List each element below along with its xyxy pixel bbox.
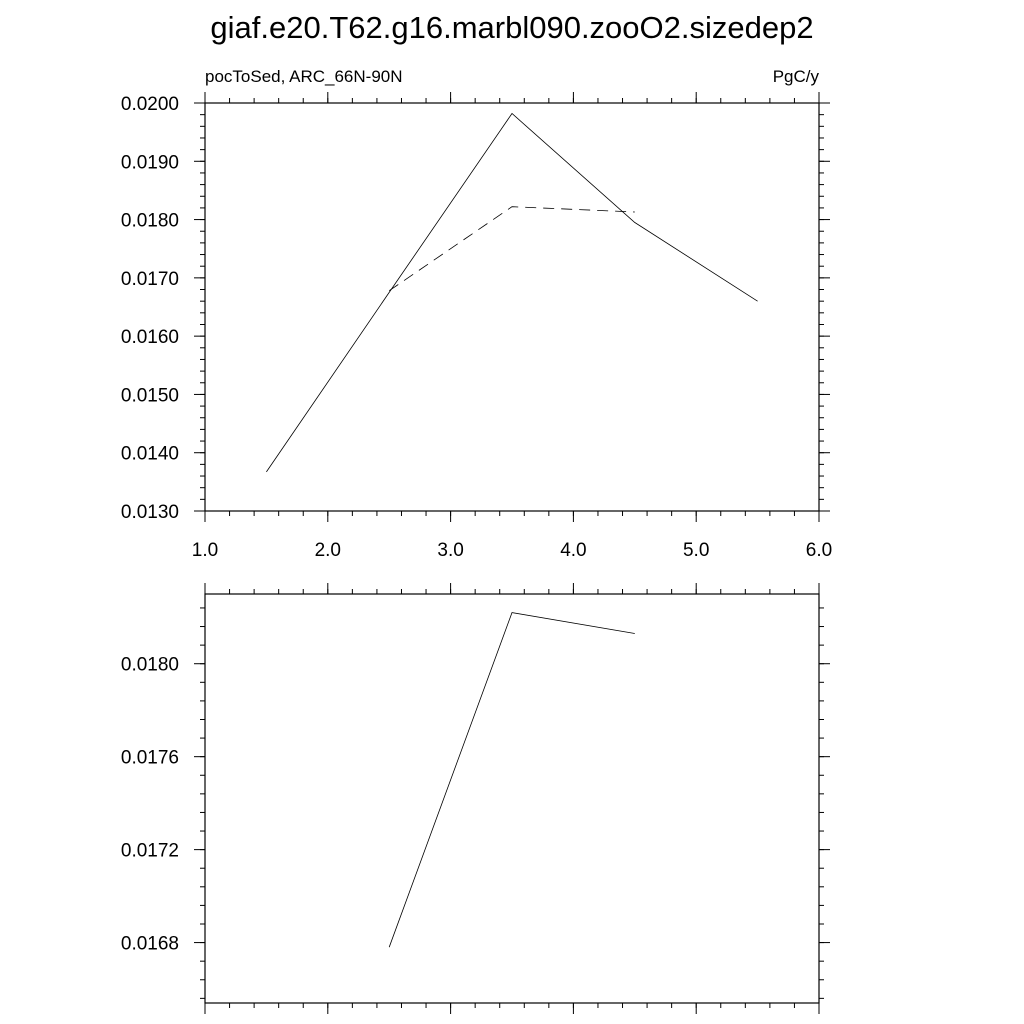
- panel-2-y-tick-label: 0.0172: [121, 841, 179, 862]
- panel-1-x-tick-label: 1.0: [192, 540, 218, 561]
- panel-1-x-tick-label: 2.0: [315, 540, 341, 561]
- panel-1-units-label: PgC/y: [773, 67, 820, 86]
- panel-1-series-2-dashed-line: [388, 206, 635, 292]
- panel-1-y-tick-label: 0.0130: [121, 502, 179, 523]
- panel-2: 0.0168 0.0172 0.0176 0.0180: [121, 583, 830, 1014]
- panel-1: 1.0 2.0 3.0 4.0 5.0 6.0 0.0130 0.0140 0.0150 0.01…: [121, 92, 832, 561]
- panel-2-series-1-solid-line: [388, 612, 635, 948]
- panel-1-y-tick-label: 0.0160: [121, 327, 179, 348]
- panel-1-x-tick-label: 5.0: [683, 540, 709, 561]
- panel-1-x-tick-label: 4.0: [560, 540, 586, 561]
- panel-1-x-tick-label: 3.0: [437, 540, 463, 561]
- panel-1-variable-label: pocToSed, ARC_66N-90N: [205, 67, 403, 86]
- panel-1-y-tick-label: 0.0150: [121, 385, 179, 406]
- figure-title: giaf.e20.T62.g16.marbl090.zooO2.sizedep2: [210, 10, 813, 45]
- panel-2-y-tick-label: 0.0168: [121, 934, 179, 955]
- panel-2-y-tick-label: 0.0180: [121, 655, 179, 676]
- panel-1-y-tick-label: 0.0200: [121, 94, 179, 115]
- panel-2-plot-frame: [204, 593, 820, 1004]
- panel-1-y-tick-label: 0.0180: [121, 211, 179, 232]
- panel-1-y-tick-label: 0.0190: [121, 152, 179, 173]
- panel-1-series-1-solid-line: [266, 112, 758, 473]
- panel-2-y-tick-label: 0.0176: [121, 748, 179, 769]
- panel-1-plot-frame: [204, 102, 820, 512]
- panel-1-x-tick-label: 6.0: [806, 540, 832, 561]
- panel-1-y-tick-label: 0.0170: [121, 269, 179, 290]
- panel-1-y-tick-label: 0.0140: [121, 444, 179, 465]
